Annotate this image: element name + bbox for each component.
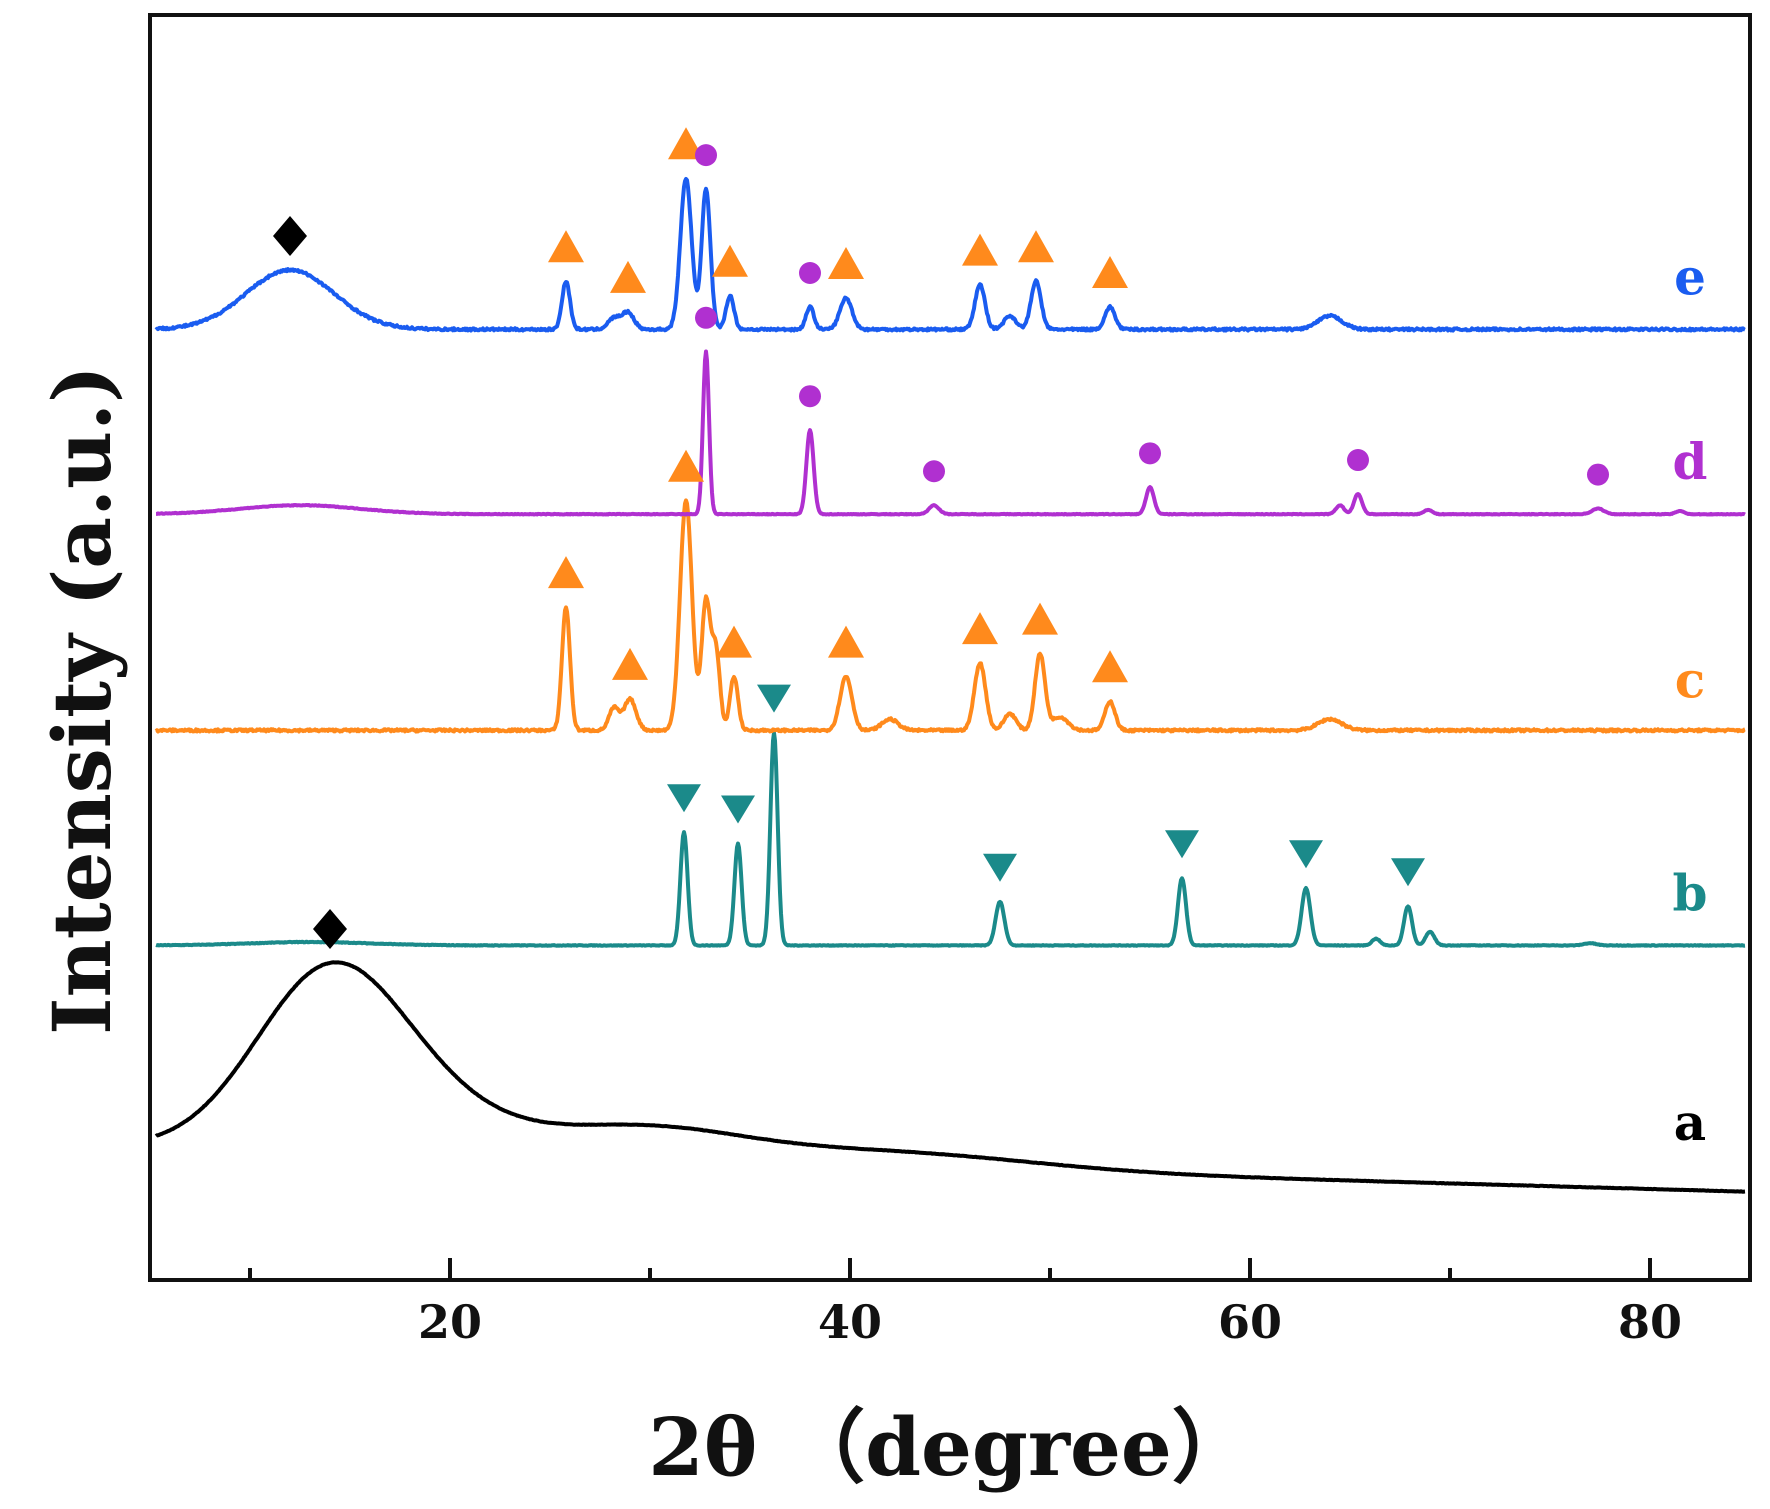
marker-diamond-a [313,908,347,949]
trace-d [155,349,1746,517]
series-label-d: d [1673,432,1708,491]
series-labels: a b c d e [1673,247,1708,1152]
marker-triangle-up-c [1022,602,1058,635]
marker-triangle-up-e [610,260,646,293]
marker-triangle-up-e [1092,256,1128,288]
peak-markers [273,127,1609,949]
marker-triangle-down-b [983,853,1017,882]
trace-a [154,960,1746,1194]
trace-c [154,498,1746,734]
trace-b [155,730,1746,948]
marker-triangle-down-b [1165,830,1199,859]
marker-triangle-up-c [828,625,864,658]
series-traces [154,177,1746,1194]
marker-triangle-up-e [548,230,584,263]
marker-triangle-up-e [962,233,998,266]
series-label-b: b [1673,863,1708,922]
marker-triangle-down-b [667,784,701,813]
marker-circle-d [923,460,945,483]
y-axis-title: Intensity (a.u.) [35,365,129,1035]
marker-triangle-up-e [712,244,748,277]
marker-circle-d [695,306,717,329]
trace-e [154,177,1746,333]
marker-triangle-up-c [612,647,648,680]
marker-circle-d [1347,449,1369,472]
marker-triangle-up-c [548,556,584,589]
series-label-a: a [1674,1093,1706,1152]
marker-triangle-down-b [757,684,791,713]
marker-circle-d [1139,442,1161,465]
marker-triangle-down-b [721,795,755,824]
marker-circle-e [799,262,821,284]
series-label-e: e [1674,247,1706,306]
marker-circle-e [695,144,717,167]
x-axis-ticks: 20 40 60 80 [248,1258,1682,1349]
marker-triangle-up-c [668,449,704,482]
marker-triangle-up-e [1018,230,1054,263]
x-tick-label: 80 [1618,1295,1682,1349]
marker-triangle-up-e [668,127,704,160]
series-label-c: c [1675,651,1705,710]
marker-triangle-down-b [1391,858,1425,887]
marker-triangle-down-b [1289,840,1323,869]
plot-frame [148,13,1752,1282]
marker-triangle-up-c [716,625,752,658]
marker-circle-d [1587,463,1609,486]
marker-triangle-up-c [1092,650,1128,683]
x-axis-title: 2θ （degree） [648,1400,1252,1494]
x-tick-label: 40 [818,1295,882,1349]
marker-triangle-up-e [828,247,864,280]
x-tick-label: 60 [1218,1295,1282,1349]
marker-circle-d [799,385,821,408]
marker-triangle-up-c [962,612,998,645]
x-tick-label: 20 [418,1295,482,1349]
marker-diamond-e [273,216,307,257]
